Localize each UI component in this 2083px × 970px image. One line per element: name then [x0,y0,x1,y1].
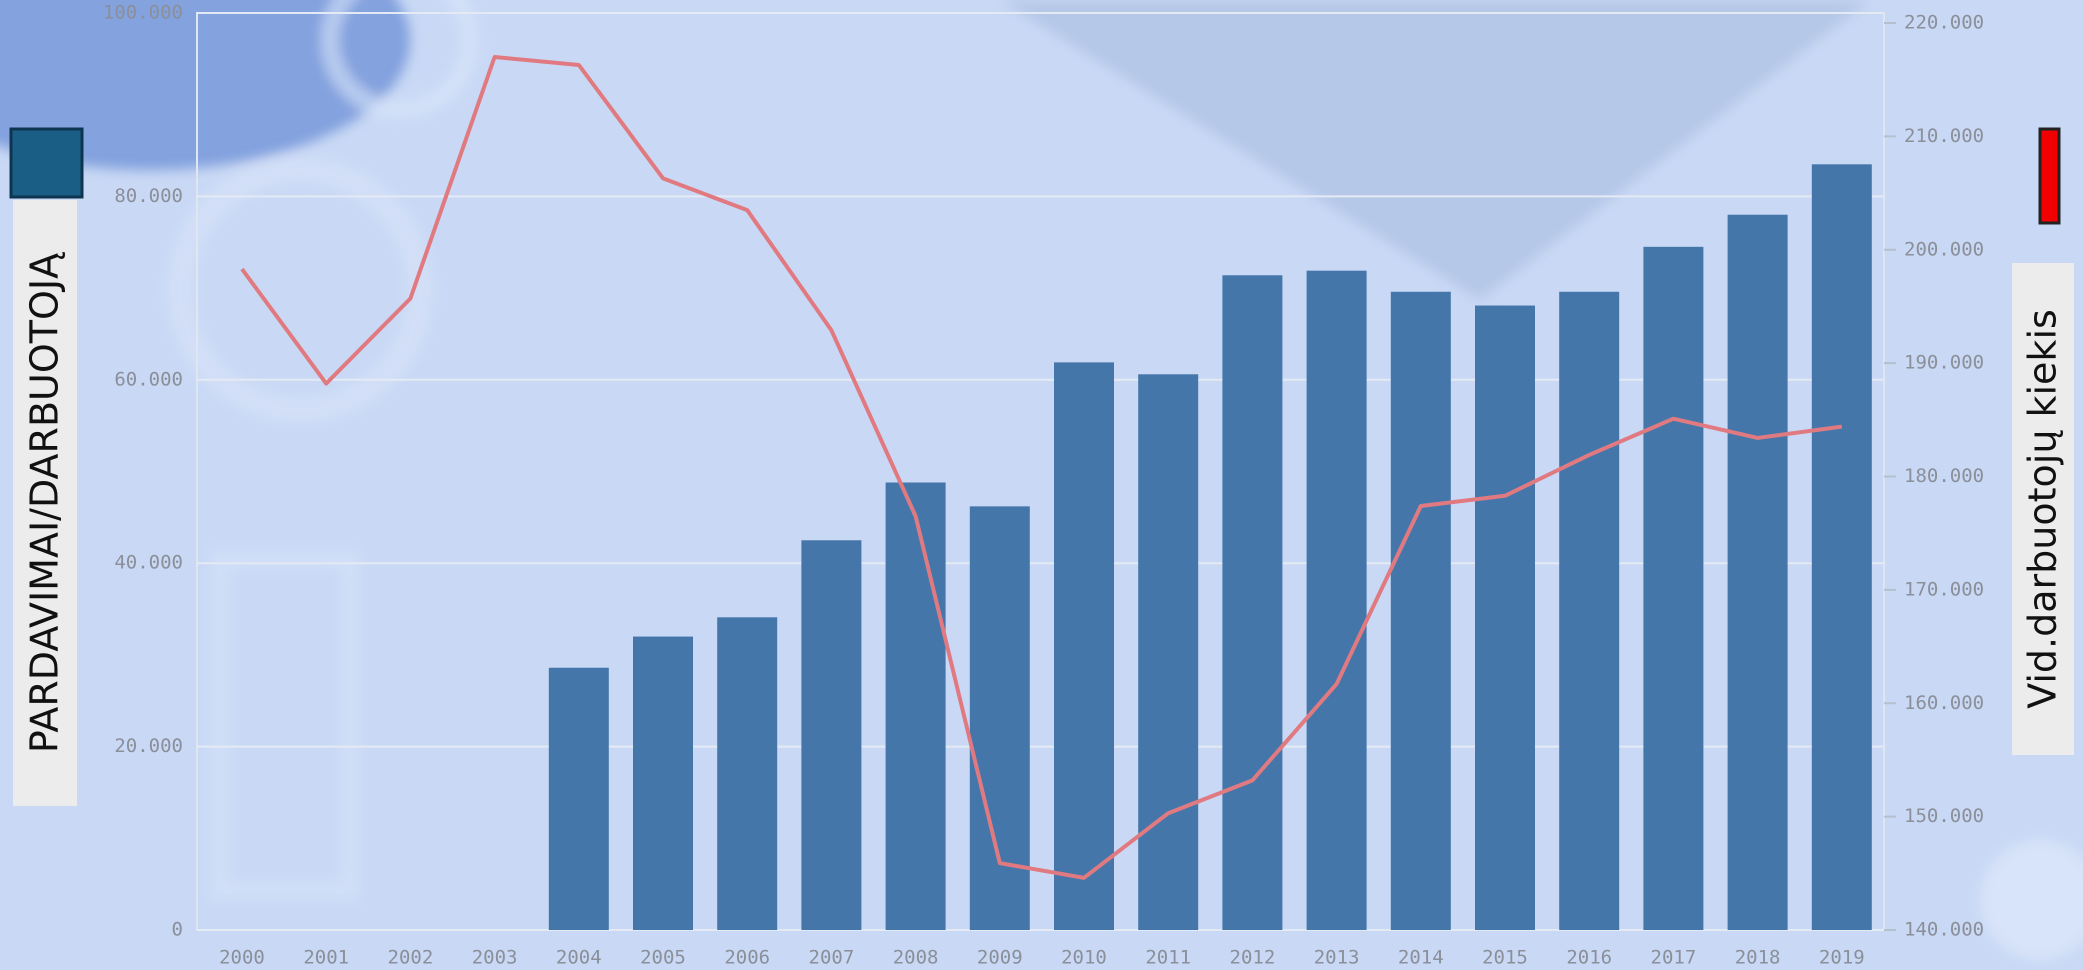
x-tick-label: 2013 [1314,947,1360,969]
bar [801,540,862,930]
x-tick-label: 2010 [1061,947,1107,969]
bar [717,617,778,930]
legend-swatch [9,127,84,199]
bar [1306,270,1367,930]
bar [885,482,946,930]
x-tick-label: 2009 [977,947,1023,969]
y2-tick-label: 210.000 [1904,125,1984,147]
y2-tick-label: 160.000 [1904,692,1984,714]
y2-tick-label: 150.000 [1904,805,1984,827]
x-tick-label: 2017 [1651,947,1697,969]
bar [1727,214,1788,931]
y2-tick-label: 200.000 [1904,238,1984,260]
x-tick-label: 2005 [640,947,686,969]
y2-tick-label: 220.000 [1904,12,1984,34]
y2-axis-title-box [2012,263,2074,755]
y2-tick-label: 190.000 [1904,352,1984,374]
x-tick-label: 2007 [809,947,855,969]
y-tick-label: 100.000 [103,2,183,24]
x-tick-label: 2018 [1735,947,1781,969]
y2-tick-label: 140.000 [1904,919,1984,941]
x-tick-label: 2003 [472,947,518,969]
x-tick-label: 2008 [893,947,939,969]
y-tick-label: 60.000 [114,368,183,390]
y-axis-title: PARDAVIMAI/DARBUOTOJĄ [23,252,67,753]
y-tick-label: 0 [172,919,183,941]
bar [633,636,693,930]
x-tick-label: 2019 [1819,947,1865,969]
bar [1559,291,1620,930]
bar [1811,164,1872,930]
bar [1138,374,1199,931]
y-tick-label: 80.000 [114,185,183,207]
bar [1222,275,1283,931]
x-tick-label: 2000 [219,947,265,969]
y-axis-title-box [13,200,77,806]
y2-tick-label: 180.000 [1904,465,1984,487]
y2-tick-label: 170.000 [1904,578,1984,600]
legend-swatch [2038,127,2061,225]
x-tick-label: 2012 [1230,947,1276,969]
y-tick-label: 20.000 [114,735,183,757]
x-tick-label: 2014 [1398,947,1444,969]
bar [1054,362,1114,930]
x-tick-label: 2006 [724,947,770,969]
x-tick-label: 2002 [388,947,434,969]
x-tick-label: 2004 [556,947,602,969]
bar [548,667,609,930]
x-tick-label: 2001 [303,947,349,969]
x-tick-label: 2016 [1566,947,1612,969]
line [240,55,1843,880]
x-tick-label: 2011 [1145,947,1191,969]
bar [1643,246,1704,930]
y-tick-label: 40.000 [114,552,183,574]
bar [1390,291,1451,930]
x-tick-label: 2015 [1482,947,1528,969]
bar [1475,305,1535,930]
y2-axis-title: Vid.darbuotojų kiekis [2021,309,2065,709]
